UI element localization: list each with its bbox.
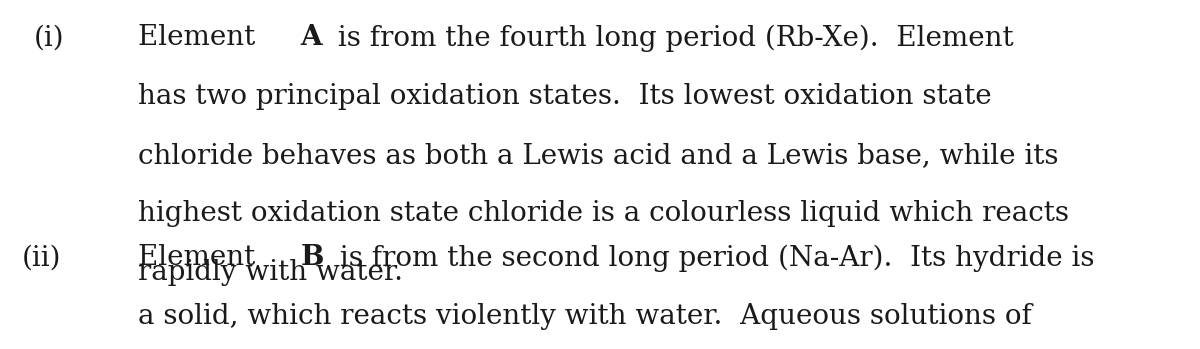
Text: rapidly with water.: rapidly with water. <box>138 259 403 286</box>
Text: has two principal oxidation states.  Its lowest oxidation state: has two principal oxidation states. Its … <box>138 83 991 110</box>
Text: Element: Element <box>138 244 264 271</box>
Text: chloride behaves as both a Lewis acid and a Lewis base, while its: chloride behaves as both a Lewis acid an… <box>138 142 1058 169</box>
Text: (ii): (ii) <box>22 244 61 271</box>
Text: (i): (i) <box>34 24 65 51</box>
Text: is from the second long period (Na-Ar).  Its hydride is: is from the second long period (Na-Ar). … <box>331 244 1094 272</box>
Text: is from the fourth long period (Rb-Xe).  Element: is from the fourth long period (Rb-Xe). … <box>329 24 1022 52</box>
Text: A: A <box>301 24 323 51</box>
Text: highest oxidation state chloride is a colourless liquid which reacts: highest oxidation state chloride is a co… <box>138 200 1069 227</box>
Text: Element: Element <box>138 24 264 51</box>
Text: a solid, which reacts violently with water.  Aqueous solutions of: a solid, which reacts violently with wat… <box>138 303 1032 330</box>
Text: B: B <box>301 244 324 271</box>
